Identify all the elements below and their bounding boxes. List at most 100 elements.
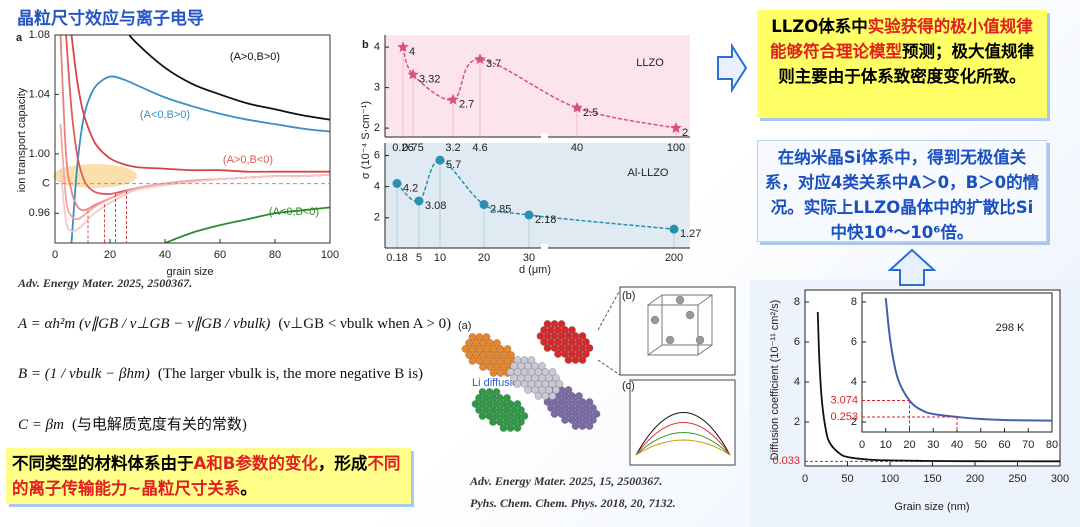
- atom: [548, 368, 557, 376]
- text-segment: A和B参数的变化: [193, 454, 318, 473]
- series-label: (A>0,B>0): [230, 51, 280, 63]
- x-tick-label: 0.18: [386, 252, 407, 264]
- atom: [585, 398, 594, 406]
- atom: [527, 356, 536, 364]
- atom: [520, 412, 529, 420]
- axis-break: [541, 244, 548, 252]
- point: [571, 101, 583, 113]
- x-tick-label: 80: [269, 249, 281, 261]
- atom: [468, 357, 477, 365]
- formula-note: (与电解质宽度有关的常数): [71, 417, 247, 433]
- atom: [578, 332, 587, 340]
- y-tick-label: C: [42, 177, 50, 189]
- point: [524, 210, 534, 220]
- figure-label: (b): [622, 290, 635, 302]
- figure-curve: [635, 432, 731, 456]
- equation: C = βm (与电解质宽度有关的常数): [18, 413, 247, 434]
- atom: [650, 315, 660, 325]
- x-tick-label: 100: [667, 142, 685, 154]
- panel-letter: a: [16, 32, 23, 44]
- atom: [513, 424, 522, 432]
- atom: [543, 344, 552, 352]
- y-tick-label: 2: [374, 122, 380, 134]
- y-tick-label: 3: [374, 82, 380, 94]
- atom: [555, 380, 564, 388]
- atom: [571, 356, 580, 364]
- annotation: 298 K: [996, 322, 1025, 334]
- data-label: 2.5: [583, 107, 598, 119]
- x-axis-label: Grain size (nm): [894, 501, 969, 513]
- atom: [534, 392, 543, 400]
- figure-curve: [635, 439, 731, 456]
- atom: [538, 362, 546, 370]
- data-label: 3.7: [486, 58, 501, 70]
- x-tick-label: 20: [104, 249, 116, 261]
- atom: [503, 394, 511, 402]
- y-axis-label: ion transport capacity: [16, 87, 28, 192]
- y-tick-label: 8: [851, 296, 857, 308]
- data-line: [59, 168, 330, 233]
- marker-label: 3.074: [830, 394, 858, 406]
- lattice: [647, 294, 713, 356]
- text-segment: 预测；极大值规律则主要由于体系致密度变化所致。: [778, 42, 1034, 86]
- figure-curve: [635, 422, 731, 456]
- series-label: (A>0,B<0): [223, 154, 273, 166]
- atom: [478, 412, 487, 420]
- x-tick-label: 40: [159, 249, 171, 261]
- figure-label: (a): [458, 320, 471, 332]
- plot-inset: [884, 297, 1052, 422]
- inset-frame: [861, 292, 1053, 433]
- formula: C = βm: [18, 417, 64, 433]
- atom: [489, 369, 498, 377]
- axis-break: [541, 133, 548, 141]
- text-segment: 。: [240, 479, 257, 498]
- plot-c: [805, 311, 1060, 463]
- data-label: 3.32: [419, 74, 440, 86]
- highlight: [53, 164, 137, 188]
- point: [407, 68, 419, 80]
- y-tick-label: 4: [374, 41, 380, 53]
- data-label: 2.7: [459, 99, 474, 111]
- formula: B = (1 / νbulk − βhm): [18, 366, 150, 382]
- data-line: [396, 159, 675, 230]
- atom: [578, 356, 587, 364]
- x-tick-label: 70: [1022, 439, 1034, 451]
- atom: [589, 404, 597, 412]
- y-tick-label: 8: [794, 296, 800, 308]
- x-tick-label: 0.75: [402, 142, 423, 154]
- x-tick-label: 20: [478, 252, 490, 264]
- text-segment: 实验获得的极小值规律能够符合理论模型: [770, 17, 1033, 61]
- formula: A = αh²m (ν∥GB / ν⊥GB − ν∥GB / νbulk): [18, 316, 271, 332]
- atom: [571, 422, 580, 430]
- atom: [541, 392, 550, 400]
- atom: [482, 333, 491, 341]
- data-label: 2.18: [535, 214, 556, 226]
- x-tick-label: 200: [665, 252, 683, 264]
- atom: [496, 369, 505, 377]
- y-tick-label: 6: [374, 149, 380, 161]
- series-label: (A<0,B>0): [140, 109, 190, 121]
- slide-title: 晶粒尺寸效应与离子电导: [17, 9, 204, 29]
- y-tick-label: 1.08: [29, 29, 50, 41]
- plot-a: [59, 35, 330, 243]
- atom: [503, 345, 512, 353]
- x-tick-label: 0: [859, 439, 865, 451]
- atom: [517, 418, 525, 426]
- citation: Adv. Energy Mater. 2025, 2500367.: [18, 276, 193, 290]
- data-label: 4.2: [403, 182, 418, 194]
- zoom-line: [597, 289, 621, 331]
- point: [669, 224, 679, 234]
- x-axis-label: d (μm): [519, 264, 551, 276]
- panel-letter: b: [362, 39, 369, 51]
- data-line: [402, 46, 677, 129]
- atom: [552, 374, 560, 382]
- data-label: 2: [682, 127, 688, 139]
- x-tick-label: 0: [802, 473, 808, 485]
- equation: A = αh²m (ν∥GB / ν⊥GB − ν∥GB / νbulk) (ν⊥…: [18, 314, 451, 333]
- panel-top: [385, 35, 690, 137]
- data-label: 3.08: [425, 200, 446, 212]
- atom: [585, 344, 594, 352]
- x-tick-label: 100: [881, 473, 899, 485]
- x-tick-label: 10: [880, 439, 892, 451]
